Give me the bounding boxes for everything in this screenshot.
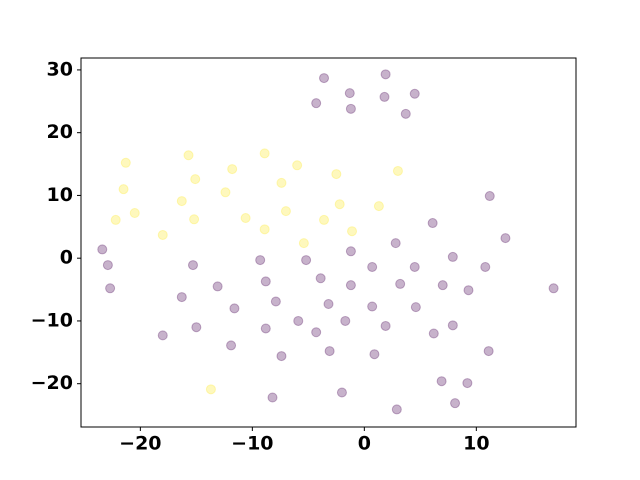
point (480, 261, 491, 272)
point (220, 187, 231, 198)
point (102, 260, 113, 271)
point (293, 315, 304, 326)
point (347, 226, 358, 237)
point (400, 108, 411, 119)
point (409, 261, 420, 272)
point (483, 346, 494, 357)
point (157, 229, 168, 240)
point (344, 88, 355, 99)
x-tick-label: −10 (231, 433, 273, 455)
y-tick-label: 20 (47, 121, 73, 143)
point (255, 255, 266, 266)
point (212, 281, 223, 292)
point (189, 214, 200, 225)
point (484, 191, 495, 202)
point (390, 238, 401, 249)
point (311, 327, 322, 338)
point (345, 103, 356, 114)
point (447, 320, 458, 331)
point (187, 260, 198, 271)
point (298, 238, 309, 249)
point (463, 285, 474, 296)
point (276, 177, 287, 188)
y-tick-label: 30 (47, 58, 73, 80)
point (191, 322, 202, 333)
y-tick-label: −10 (31, 309, 73, 331)
plot-frame (80, 57, 577, 428)
point (270, 296, 281, 307)
point (380, 320, 391, 331)
x-tick-label: 0 (358, 433, 371, 455)
x-tick-label: 10 (463, 433, 489, 455)
point (395, 278, 406, 289)
point (319, 214, 330, 225)
point (301, 255, 312, 266)
point (292, 160, 303, 171)
point (391, 404, 402, 415)
point (260, 323, 271, 334)
point (118, 184, 129, 195)
point (345, 280, 356, 291)
point (450, 398, 461, 409)
point (129, 208, 140, 219)
y-tick-label: 10 (47, 184, 73, 206)
point (323, 299, 334, 309)
point (367, 261, 378, 272)
point (336, 387, 347, 398)
point (447, 251, 458, 262)
point (462, 378, 473, 389)
point (345, 246, 356, 257)
point (334, 199, 345, 210)
point (229, 303, 240, 314)
point (380, 69, 391, 80)
point (240, 213, 251, 224)
point (319, 73, 330, 84)
point (157, 330, 168, 341)
point (176, 196, 187, 207)
point (259, 148, 270, 159)
point (409, 88, 420, 99)
point (280, 206, 291, 217)
point (97, 244, 108, 255)
point (267, 392, 278, 403)
point (120, 157, 131, 168)
point (183, 150, 194, 161)
point (105, 283, 116, 294)
point (226, 340, 237, 351)
point (548, 283, 559, 294)
point (392, 165, 403, 176)
point (428, 328, 439, 339)
point (436, 376, 447, 387)
point (260, 276, 271, 287)
point (437, 280, 448, 291)
point (110, 214, 121, 225)
point (410, 302, 421, 313)
point (276, 351, 287, 362)
point (324, 346, 335, 357)
point (367, 301, 378, 312)
point (176, 292, 187, 303)
point (500, 233, 511, 244)
point (427, 218, 438, 229)
y-tick-label: −20 (31, 372, 73, 394)
point (227, 164, 238, 175)
point (379, 91, 390, 102)
point (373, 201, 384, 212)
point (340, 315, 351, 326)
y-tick-label: 0 (60, 247, 73, 269)
x-tick-label: −20 (119, 433, 161, 455)
point (190, 174, 201, 185)
point (259, 224, 270, 235)
point (315, 273, 326, 284)
point (311, 98, 322, 109)
point (205, 384, 216, 395)
point (369, 349, 380, 360)
point (331, 169, 342, 180)
